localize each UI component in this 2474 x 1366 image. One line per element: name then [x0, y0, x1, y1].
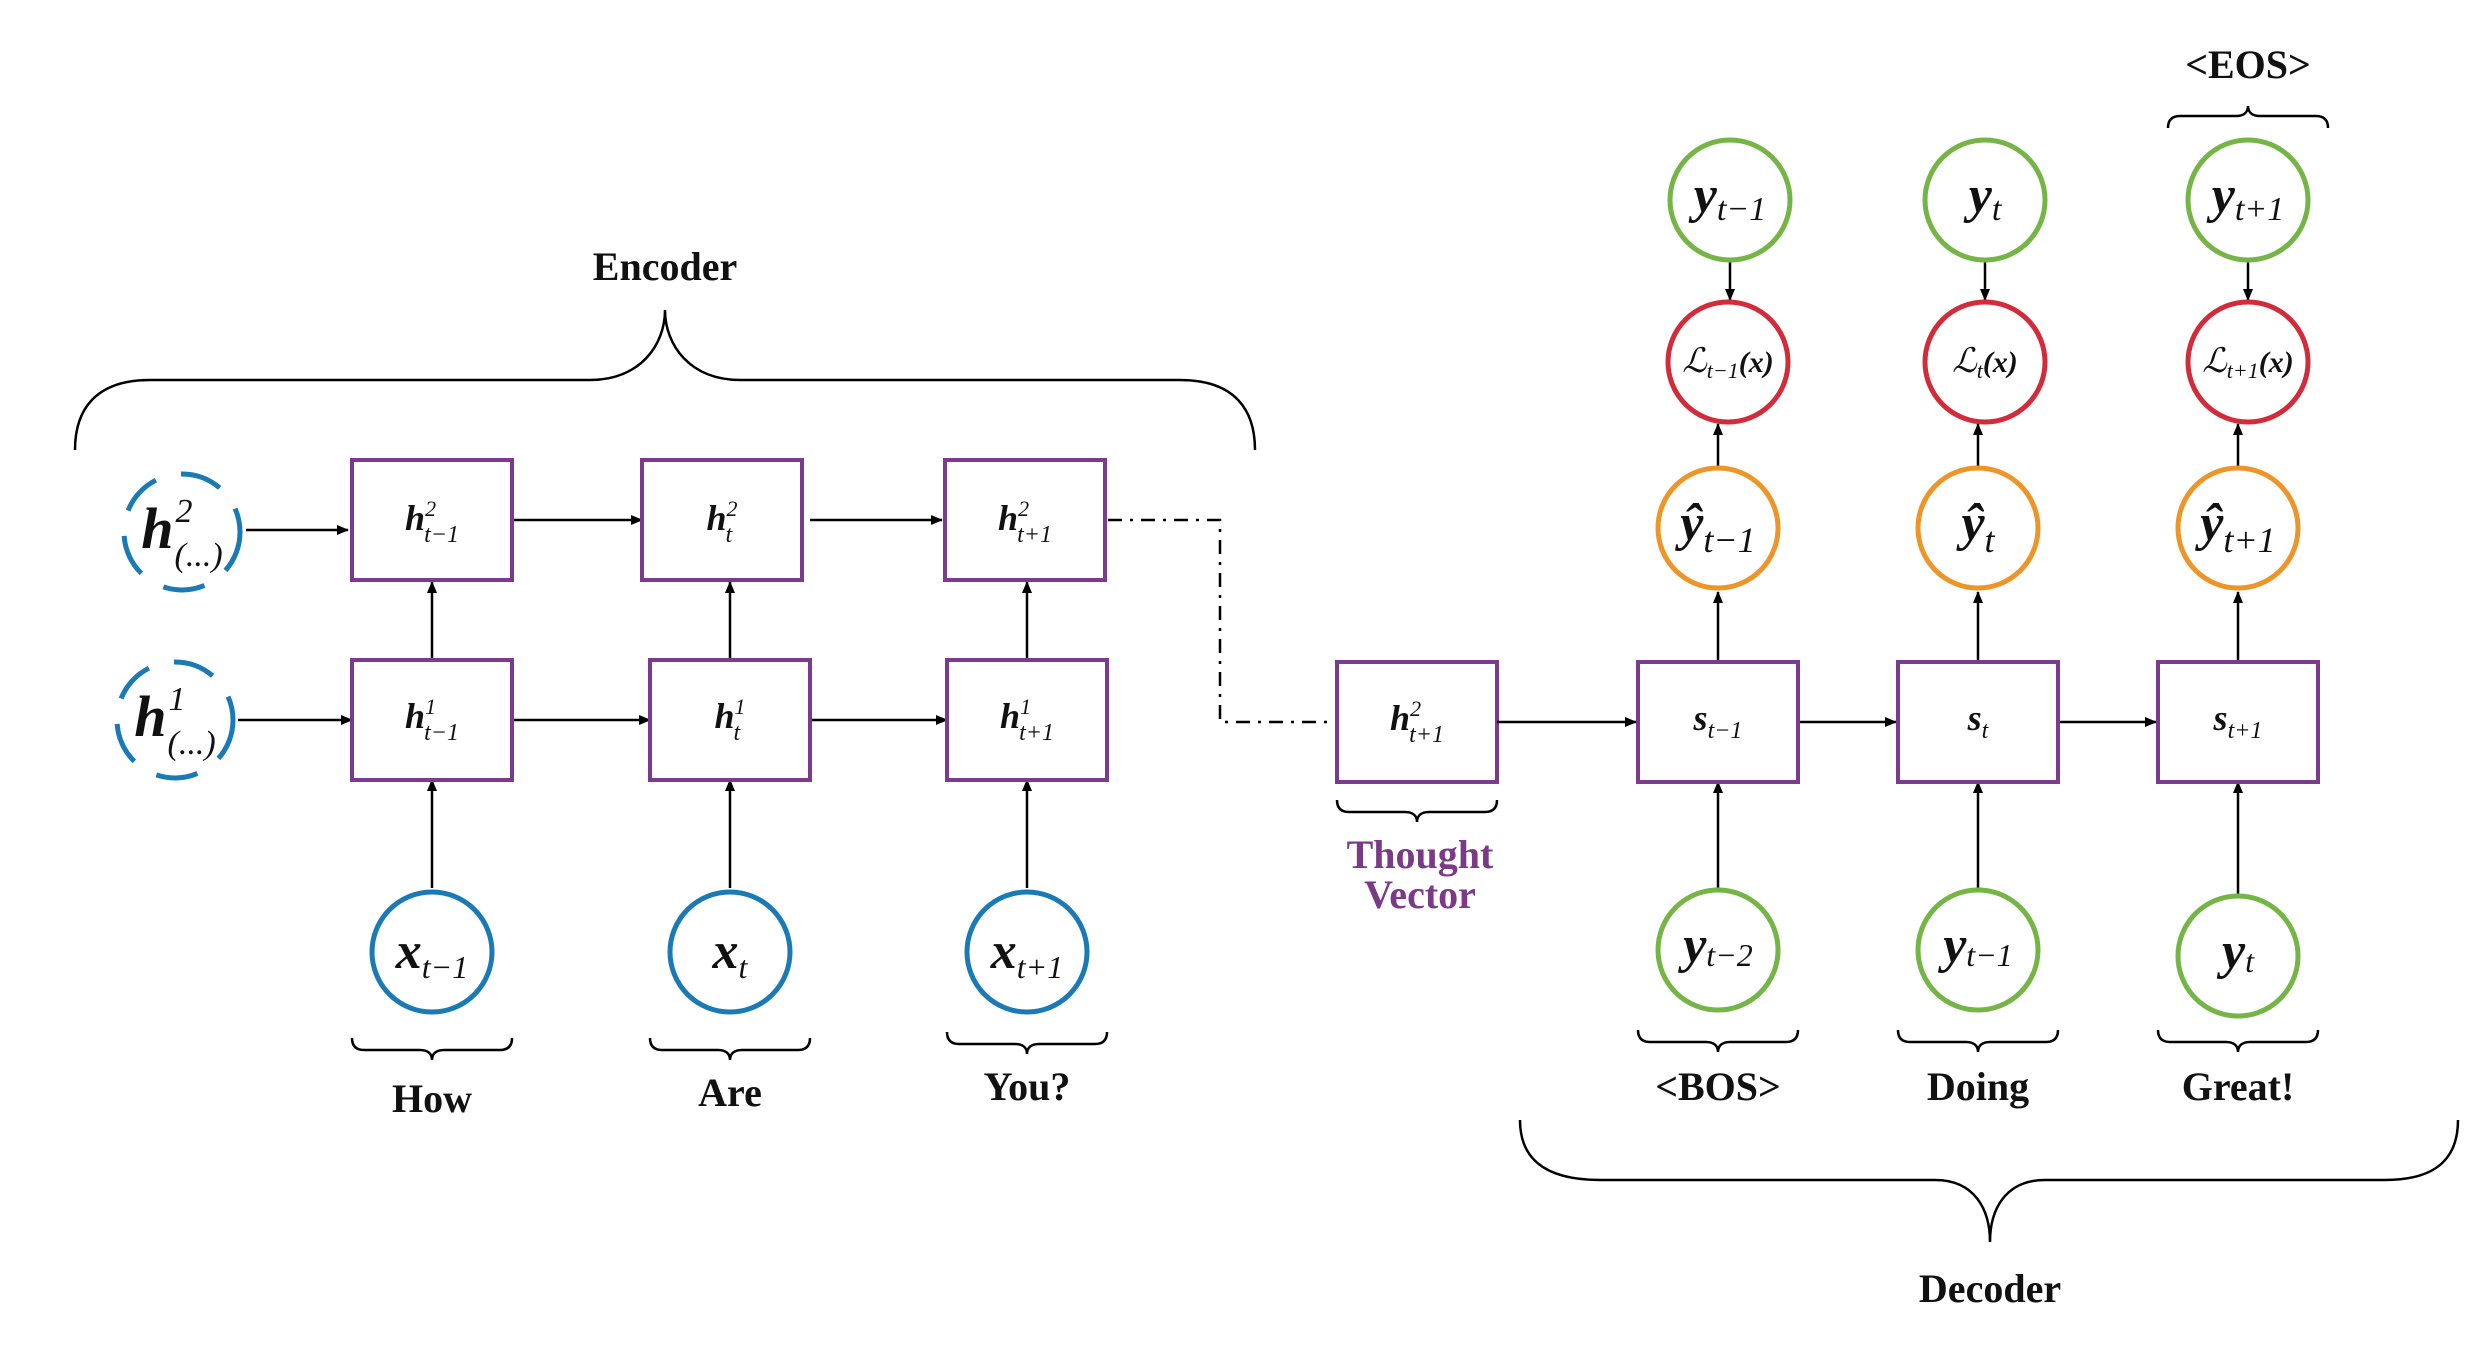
- brace-how: [352, 1038, 512, 1060]
- thought-vector-caption-line1: Thought: [1347, 832, 1494, 877]
- brace-doing: [1898, 1030, 2058, 1052]
- loss-label-2: ℒt(x): [1952, 343, 2018, 383]
- word-doing: Doing: [1927, 1064, 2029, 1109]
- init-state-layer2-label: h2 (...): [141, 493, 222, 574]
- word-you: You?: [984, 1064, 1071, 1109]
- brace-you: [947, 1032, 1107, 1054]
- eos-label: <EOS>: [2185, 42, 2311, 87]
- thought-vector-caption-line2: Vector: [1364, 872, 1476, 917]
- word-bos: <BOS>: [1655, 1064, 1781, 1109]
- word-great: Great!: [2182, 1064, 2295, 1109]
- brace-bos: [1638, 1030, 1798, 1052]
- init-state-layer1-label: h1 (...): [134, 681, 215, 762]
- decoder-label: Decoder: [1919, 1266, 2061, 1311]
- encoder-brace: [75, 310, 1255, 450]
- encoder-label: Encoder: [593, 244, 737, 289]
- brace-great: [2158, 1030, 2318, 1052]
- thought-vector-brace: [1337, 800, 1497, 822]
- word-how: How: [392, 1076, 472, 1121]
- brace-eos: [2168, 106, 2328, 128]
- decoder-brace: [1520, 1120, 2458, 1242]
- brace-are: [650, 1038, 810, 1060]
- dashdot-to-thought-vector: [1108, 520, 1335, 722]
- word-are: Are: [698, 1070, 762, 1115]
